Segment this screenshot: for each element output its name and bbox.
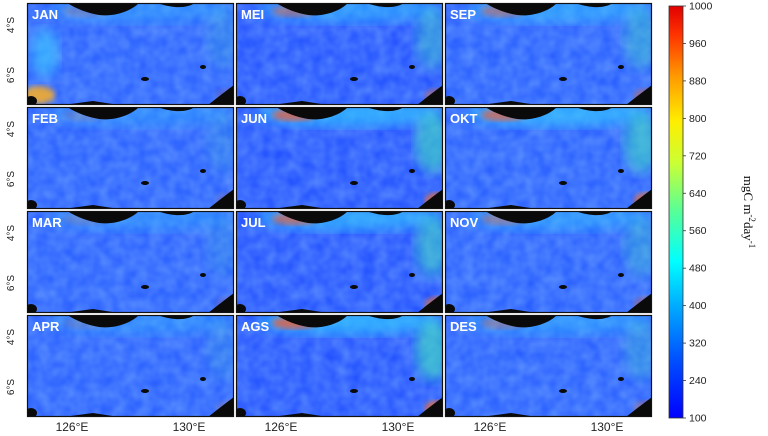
panel-frame <box>26 314 235 418</box>
x-tick-label: 126°E <box>265 420 298 434</box>
panel-frame <box>26 2 235 106</box>
month-label: MAR <box>32 215 62 230</box>
month-panel-apr: APR <box>26 314 235 418</box>
panel-frame <box>444 314 653 418</box>
month-panel-nov: NOV <box>444 210 653 314</box>
month-panel-des: DES <box>444 314 653 418</box>
land-southeast <box>626 85 652 105</box>
colorbar-gradient <box>668 5 684 419</box>
land-southeast <box>208 189 234 209</box>
month-panel-sep: SEP <box>444 2 653 106</box>
x-tick-label: 130°E <box>382 420 415 434</box>
month-panel-feb: FEB <box>26 106 235 210</box>
month-label: MEI <box>241 7 264 22</box>
panel-frame <box>26 106 235 210</box>
colorbar-tick-label: 400 <box>689 300 707 312</box>
land-southeast <box>417 189 443 209</box>
month-label: OKT <box>450 111 478 126</box>
month-panel-mar: MAR <box>26 210 235 314</box>
month-label: AGS <box>241 319 270 334</box>
land-north-coast <box>276 3 348 16</box>
colorbar-tick-label: 720 <box>689 150 707 162</box>
y-tick-label: 6°S <box>6 67 17 84</box>
colorbar-tick-label: 880 <box>689 75 707 87</box>
land-north-coast <box>276 211 348 224</box>
land-north-coast <box>67 3 139 16</box>
colorbar-tick-label: 100 <box>689 413 707 425</box>
land-north-coast <box>485 3 557 16</box>
colorbar-tick-label: 960 <box>689 38 707 50</box>
panel-frame <box>235 2 444 106</box>
month-label: SEP <box>450 7 476 22</box>
land-southeast <box>626 397 652 417</box>
x-tick-label: 126°E <box>56 420 89 434</box>
land-southeast <box>626 293 652 313</box>
land-north-coast <box>67 211 139 224</box>
colorbar-tick-label: 1000 <box>689 1 713 13</box>
land-north-coast <box>485 107 557 120</box>
land-north-coast <box>485 315 557 328</box>
month-panel-okt: OKT <box>444 106 653 210</box>
x-tick-label: 126°E <box>474 420 507 434</box>
month-label: JUN <box>241 111 267 126</box>
month-panel-mei: MEI <box>235 2 444 106</box>
land-north-coast <box>276 107 348 120</box>
panel-frame <box>235 210 444 314</box>
land-north-coast <box>276 315 348 328</box>
colorbar-unit-label: mgC m-2day-1 <box>741 176 757 248</box>
colorbar-tick-label: 240 <box>689 375 707 387</box>
y-tick-label: 6°S <box>6 275 17 292</box>
y-tick-label: 4°S <box>6 329 17 346</box>
land-southeast <box>417 85 443 105</box>
x-tick-label: 130°E <box>591 420 624 434</box>
land-north-coast <box>485 211 557 224</box>
land-north-coast <box>67 107 139 120</box>
x-tick-label: 130°E <box>173 420 206 434</box>
month-label: NOV <box>450 215 479 230</box>
land-north-coast <box>67 315 139 328</box>
month-label: JUL <box>241 215 266 230</box>
colorbar-tick-label: 320 <box>689 338 707 350</box>
y-tick-label: 4°S <box>6 121 17 138</box>
y-tick-label: 6°S <box>6 379 17 396</box>
panel-frame <box>444 2 653 106</box>
colorbar-tick-label: 480 <box>689 263 707 275</box>
month-panel-jul: JUL <box>235 210 444 314</box>
panel-frame <box>235 106 444 210</box>
colorbar-tick-label: 640 <box>689 188 707 200</box>
panel-frame <box>26 210 235 314</box>
month-label: FEB <box>32 111 58 126</box>
panel-frame <box>235 314 444 418</box>
month-panel-jun: JUN <box>235 106 444 210</box>
land-southeast <box>626 189 652 209</box>
land-southeast <box>208 85 234 105</box>
month-panel-jan: JAN <box>26 2 235 106</box>
y-tick-label: 6°S <box>6 171 17 188</box>
colorbar-tick-label: 800 <box>689 113 707 125</box>
y-tick-label: 4°S <box>6 17 17 34</box>
land-southeast <box>417 397 443 417</box>
month-panel-ags: AGS <box>235 314 444 418</box>
panel-frame <box>444 210 653 314</box>
y-tick-label: 4°S <box>6 225 17 242</box>
month-label: DES <box>450 319 477 334</box>
month-label: APR <box>32 319 60 334</box>
colorbar-tick-label: 560 <box>689 225 707 237</box>
panel-frame <box>444 106 653 210</box>
land-southeast <box>208 293 234 313</box>
land-southeast <box>417 293 443 313</box>
land-southeast <box>208 397 234 417</box>
month-label: JAN <box>32 7 58 22</box>
